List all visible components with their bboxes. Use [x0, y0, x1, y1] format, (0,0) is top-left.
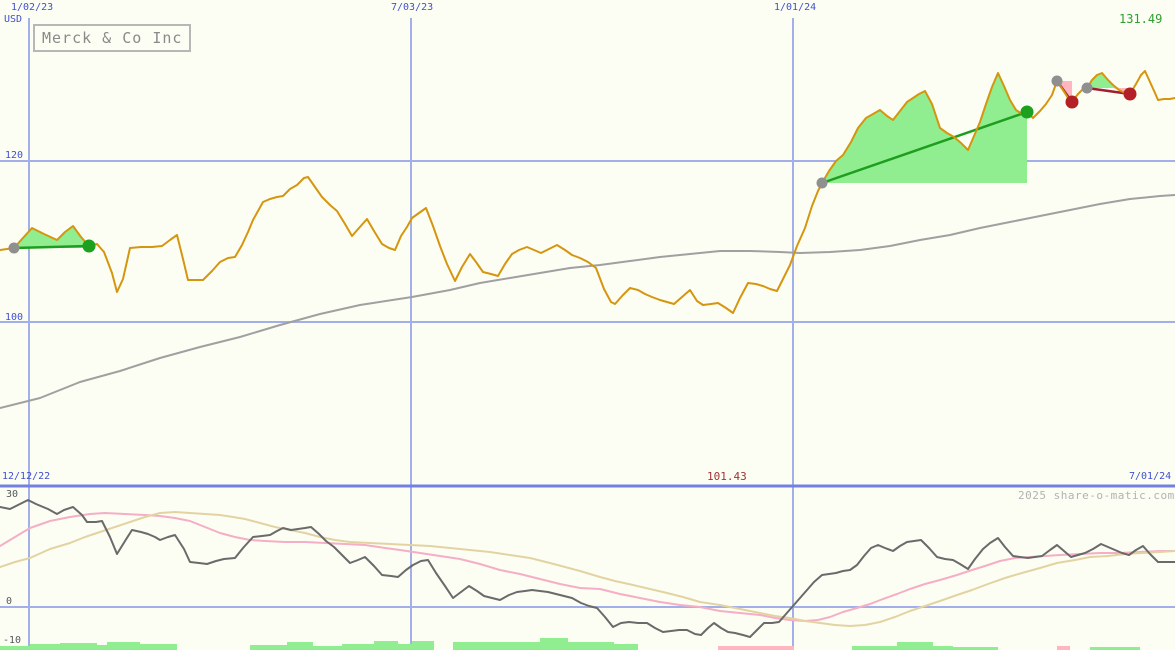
- period-high-label: 131.49: [1119, 12, 1163, 26]
- y-tick-120: 120: [5, 150, 24, 161]
- instrument-title: Merck & Co Inc: [33, 24, 192, 52]
- x-tick-top-mid: 7/03/23: [391, 2, 434, 13]
- osc-tick-0: 0: [6, 596, 13, 607]
- period-low-label: 101.43: [707, 470, 747, 483]
- watermark: 2025 share-o-matic.com: [1018, 489, 1175, 502]
- osc-tick-neg10: -10: [3, 635, 22, 646]
- y-tick-100: 100: [5, 312, 24, 323]
- x-tick-bottom-right: 7/01/24: [1129, 471, 1172, 482]
- osc-tick-30: 30: [6, 489, 19, 500]
- x-tick-top-right: 1/01/24: [774, 2, 817, 13]
- x-tick-top-left: 1/02/23: [11, 2, 54, 13]
- x-tick-bottom-left: 12/12/22: [2, 471, 51, 482]
- currency-label: USD: [4, 14, 23, 25]
